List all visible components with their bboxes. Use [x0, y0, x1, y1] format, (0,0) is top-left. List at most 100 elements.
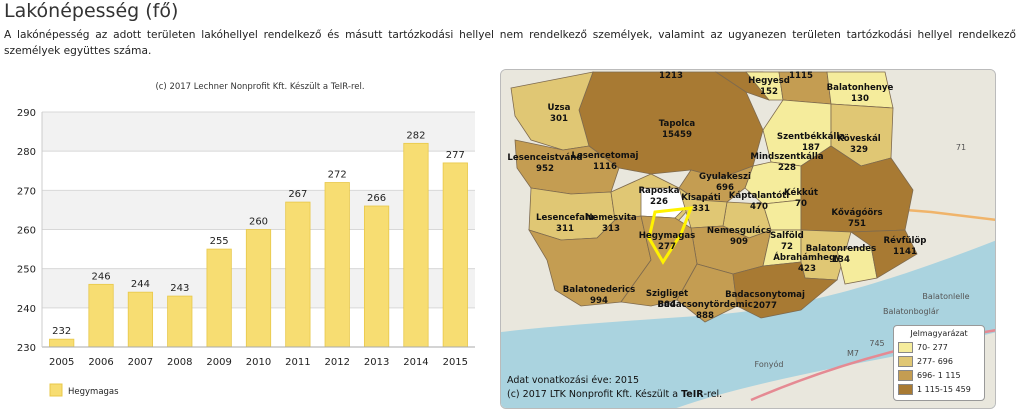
- region-map[interactable]: 1213 Hegyesd 152 1115 Balatonhenye 130 Uzsa 301…: [500, 69, 996, 409]
- map-legend-swatch: [898, 383, 913, 395]
- y-tick-label: 250: [17, 265, 36, 276]
- map-legend-title: Jelmagyarázat: [910, 329, 968, 338]
- map-legend-rows: 70- 277 277- 696 696- 1 115 1 115-15 459: [898, 340, 980, 396]
- x-tick-label: 2015: [443, 357, 468, 368]
- x-tick-label: 2009: [206, 357, 231, 368]
- bar[interactable]: [127, 291, 154, 348]
- municipality-name: Ábrahámhegy: [773, 251, 841, 263]
- map-credit-suffix: -rel.: [703, 389, 723, 400]
- place-label: 745: [869, 339, 884, 348]
- map-legend-label: 1 115-15 459: [917, 384, 971, 394]
- y-tick-label: 280: [17, 147, 36, 158]
- municipality-label[interactable]: 1115: [789, 71, 813, 81]
- municipality-name: Lesencetomaj: [571, 151, 638, 161]
- bar[interactable]: [245, 229, 272, 348]
- bar[interactable]: [49, 338, 75, 348]
- place-label: M7: [847, 349, 859, 358]
- municipality-name: Raposka: [638, 186, 679, 196]
- municipality-value: 187: [802, 143, 820, 153]
- bar-value-label: 246: [91, 271, 110, 282]
- legend-swatch: [49, 383, 63, 397]
- municipality-value: 1213: [659, 71, 683, 81]
- municipality-value: 134: [832, 255, 850, 265]
- municipality-name: Köveskál: [837, 134, 880, 144]
- bar[interactable]: [285, 201, 311, 348]
- bar[interactable]: [88, 283, 114, 348]
- x-tick-label: 2006: [88, 357, 113, 368]
- bar[interactable]: [363, 205, 390, 348]
- y-tick-label: 290: [17, 108, 36, 119]
- muni-shape-revfulop: [849, 229, 918, 279]
- road-71: [905, 208, 995, 222]
- data-year-note: Adat vonatkozási éve: 2015: [507, 375, 640, 386]
- municipality-value: 952: [536, 164, 554, 174]
- municipality-value: 301: [550, 114, 568, 124]
- legend-label: Hegymagas: [68, 387, 119, 397]
- municipality-value: 751: [848, 219, 866, 229]
- map-credit-prefix: (c) 2017 LTK Nonprofit Kft. Készült a: [507, 389, 682, 400]
- municipality-name: Kővágóörs: [831, 207, 882, 218]
- place-label: 71: [956, 143, 966, 152]
- x-tick-label: 2010: [246, 357, 271, 368]
- y-tick-label: 240: [17, 304, 36, 315]
- municipality-name: Nemesgulács: [707, 226, 771, 236]
- y-tick-label: 230: [17, 343, 36, 354]
- municipality-name: Szentbékkálla: [777, 131, 845, 142]
- bar[interactable]: [324, 182, 350, 348]
- selected-municipality-outline: [647, 206, 694, 265]
- municipality-name: Kékkút: [784, 187, 818, 198]
- map-legend-swatch: [898, 369, 913, 381]
- x-tick-label: 2008: [167, 357, 192, 368]
- municipality-name: Mindszentkálla: [750, 152, 823, 162]
- municipality-value: 15459: [662, 130, 692, 140]
- grid-band: [42, 112, 475, 152]
- x-tick-label: 2011: [285, 357, 310, 368]
- place-label: Balatonboglár: [883, 307, 940, 316]
- municipality-name: Hegyesd: [748, 76, 790, 86]
- bar[interactable]: [206, 248, 232, 348]
- map-legend-item: 70- 277: [898, 340, 980, 354]
- municipality-name: Gyulakeszi: [699, 172, 751, 182]
- chart-canvas: (c) 2017 Lechner Nonprofit Kft. Készült …: [17, 81, 475, 397]
- muni-shape-kovagoors: [800, 145, 914, 233]
- map-legend-item: 277- 696: [898, 354, 980, 368]
- municipality-value: 72: [781, 242, 793, 252]
- bar[interactable]: [167, 295, 193, 348]
- municipality-value: 804: [658, 300, 676, 310]
- bar[interactable]: [442, 162, 468, 348]
- map-legend-swatch: [898, 341, 913, 353]
- municipality-name: Révfülöp: [884, 235, 927, 246]
- bar[interactable]: [403, 142, 429, 348]
- municipality-label[interactable]: 1213: [659, 71, 683, 81]
- municipality-name: Hegymagas: [639, 231, 696, 241]
- municipality-name: Balatonrendes: [806, 244, 877, 254]
